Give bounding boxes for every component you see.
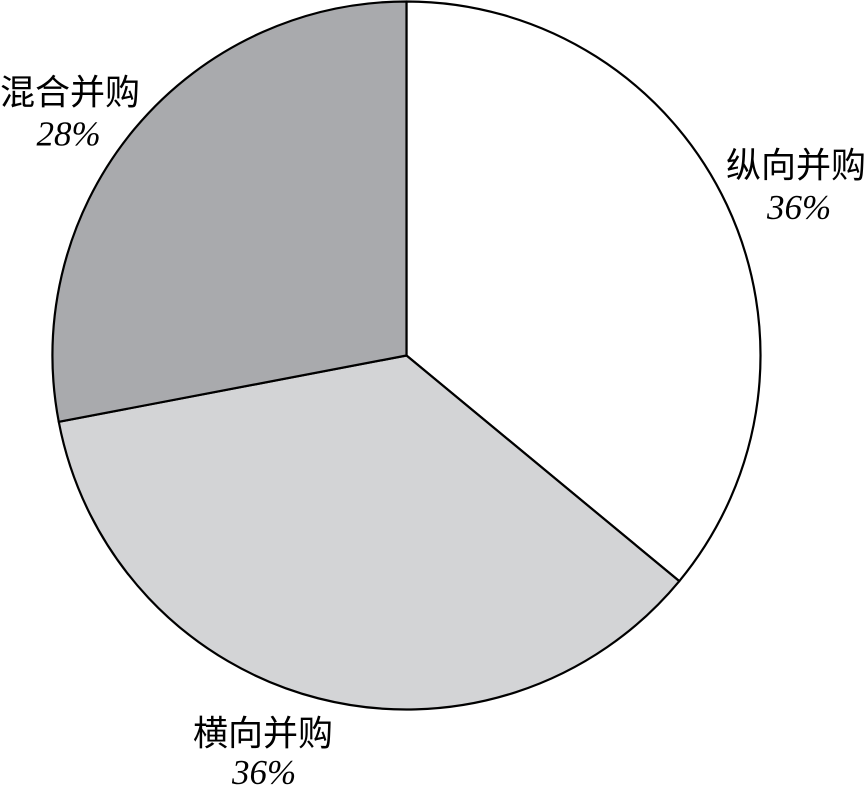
svg-text:36%: 36% (231, 753, 296, 789)
svg-text:36%: 36% (766, 188, 831, 227)
svg-text:混合并购: 混合并购 (0, 74, 140, 113)
svg-text:横向并购: 横向并购 (193, 715, 333, 754)
svg-text:28%: 28% (37, 115, 101, 154)
svg-text:纵向并购: 纵向并购 (726, 146, 864, 185)
